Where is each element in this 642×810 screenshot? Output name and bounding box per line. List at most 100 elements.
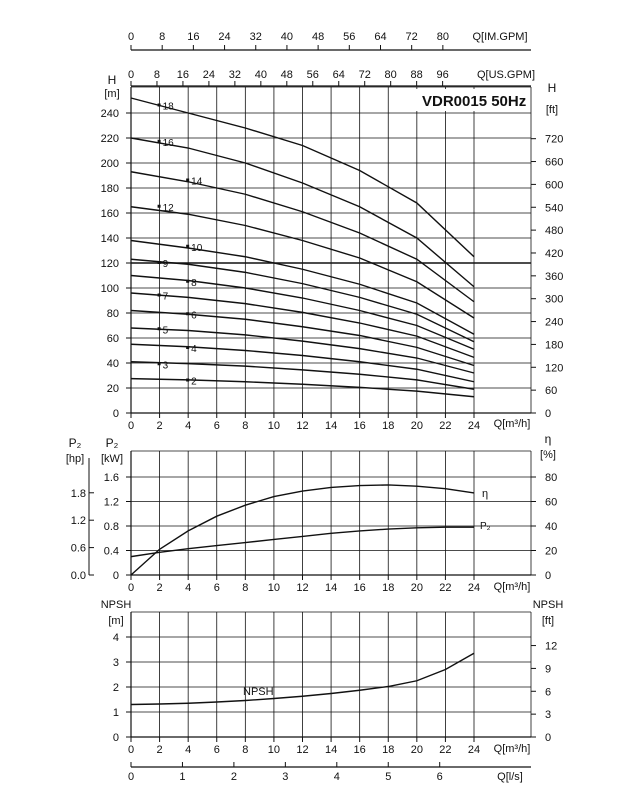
head-x-tick-label: 10 (268, 420, 280, 432)
us-gpm-tick-label: 80 (385, 69, 397, 81)
head-stage-marker (157, 327, 161, 331)
power-eff-tick-label: 40 (545, 521, 557, 533)
head-stage-label: 12 (163, 203, 175, 214)
power-kw-label-unit: [kW] (101, 453, 123, 465)
head-stage-marker (186, 312, 190, 316)
power-x-tick-label: 24 (468, 582, 480, 594)
power-x-tick-label: 4 (185, 582, 191, 594)
power-eff-tick-label: 60 (545, 497, 557, 509)
head-y-right-tick-label: 0 (545, 408, 551, 420)
series-layer (130, 97, 475, 706)
power-kw-label-symbol: P₂ (106, 436, 119, 450)
power-eff-label-symbol: η (545, 432, 552, 446)
npsh-x-tick-label: 6 (214, 744, 220, 756)
npsh-x-tick-label: 10 (268, 744, 280, 756)
ls-tick-label: 3 (282, 771, 288, 783)
head-y-tick-label: 200 (101, 158, 119, 170)
npsh-x-tick-label: 24 (468, 744, 480, 756)
power-hp-tick-label: 1.8 (71, 488, 86, 500)
head-stage-label: 8 (191, 278, 197, 289)
npsh-y-tick-label: 0 (113, 732, 119, 744)
head-y-label-symbol: H (108, 73, 117, 87)
power-kw-tick-label: 1.2 (104, 497, 119, 509)
im-gpm-tick-label: 24 (218, 31, 230, 43)
npsh-y-tick-label: 1 (113, 707, 119, 719)
head-stage-marker (157, 261, 161, 264)
head-y-right-label-unit: [ft] (546, 104, 558, 116)
npsh-ft-tick-label: 12 (545, 641, 557, 653)
efficiency-curve-label: η (482, 488, 488, 500)
head-curve-stages-10 (130, 239, 475, 335)
us-gpm-tick-label: 56 (307, 69, 319, 81)
power-hp-tick-label: 0.0 (71, 570, 86, 582)
head-x-tick-label: 2 (157, 420, 163, 432)
head-stage-label: 14 (191, 177, 203, 188)
head-stage-label: 4 (191, 344, 197, 355)
head-y-tick-label: 120 (101, 258, 119, 270)
head-y-tick-label: 220 (101, 133, 119, 145)
efficiency-curve (130, 484, 475, 576)
power-hp-tick-label: 0.6 (71, 543, 86, 555)
power-x-tick-label: 22 (439, 582, 451, 594)
head-y-right-tick-label: 720 (545, 134, 563, 146)
npsh-x-tick-label: 0 (128, 744, 134, 756)
us-gpm-tick-label: 8 (154, 69, 160, 81)
power-eff-tick-label: 0 (545, 570, 551, 582)
head-x-tick-label: 18 (382, 420, 394, 432)
power-x-label: Q[m³/h] (494, 581, 531, 593)
head-x-tick-label: 20 (411, 420, 423, 432)
head-stage-label: 9 (163, 259, 169, 270)
head-y-right-tick-label: 180 (545, 339, 563, 351)
power-hp-label-unit: [hp] (66, 453, 84, 465)
head-x-tick-label: 24 (468, 420, 480, 432)
ls-tick-label: 1 (179, 771, 185, 783)
power-hp-label-symbol: P₂ (69, 436, 82, 450)
head-x-tick-label: 14 (325, 420, 337, 432)
us-gpm-tick-label: 32 (229, 69, 241, 81)
power-x-tick-label: 6 (214, 582, 220, 594)
npsh-curve-label: NPSH (243, 686, 274, 698)
head-stage-label: 3 (163, 360, 169, 371)
im-gpm-axis-label: Q[IM.GPM] (473, 31, 528, 43)
head-x-tick-label: 22 (439, 420, 451, 432)
power-x-tick-label: 20 (411, 582, 423, 594)
head-x-tick-label: 0 (128, 420, 134, 432)
head-y-right-tick-label: 240 (545, 317, 563, 329)
head-y-right-tick-label: 300 (545, 294, 563, 306)
power-eff-label-unit: [%] (540, 449, 556, 461)
power-x-tick-label: 12 (296, 582, 308, 594)
head-stage-marker (157, 139, 161, 143)
head-stage-marker (186, 244, 190, 248)
npsh-x-tick-label: 2 (157, 744, 163, 756)
npsh-ft-tick-label: 9 (545, 663, 551, 675)
head-curve-stages-9 (130, 258, 475, 343)
power-x-tick-label: 16 (354, 582, 366, 594)
npsh-y-label-symbol: NPSH (101, 599, 132, 611)
im-gpm-tick-label: 64 (374, 31, 386, 43)
us-gpm-tick-label: 16 (177, 69, 189, 81)
head-x-tick-label: 6 (214, 420, 220, 432)
us-gpm-tick-label: 48 (281, 69, 293, 81)
power-x-tick-label: 0 (128, 582, 134, 594)
ls-tick-label: 2 (231, 771, 237, 783)
us-gpm-tick-label: 88 (411, 69, 423, 81)
im-gpm-tick-label: 8 (159, 31, 165, 43)
power-x-tick-label: 2 (157, 582, 163, 594)
ls-tick-label: 0 (128, 771, 134, 783)
chart-title: VDR0015 50Hz (422, 93, 526, 110)
head-y-tick-label: 80 (107, 308, 119, 320)
npsh-y-tick-label: 3 (113, 657, 119, 669)
ls-tick-label: 6 (437, 771, 443, 783)
head-curve-stages-7 (130, 292, 475, 359)
head-y-tick-label: 100 (101, 283, 119, 295)
npsh-y-right-label-unit: [ft] (542, 615, 554, 627)
im-gpm-tick-label: 80 (437, 31, 449, 43)
power-hp-tick-label: 1.2 (71, 515, 86, 527)
head-y-tick-label: 160 (101, 208, 119, 220)
npsh-x-label: Q[m³/h] (494, 743, 531, 755)
head-stage-label: 16 (163, 138, 175, 149)
npsh-ft-tick-label: 6 (545, 686, 551, 698)
title-layer: VDR0015 50Hz (416, 89, 530, 111)
head-stage-marker (186, 279, 190, 283)
